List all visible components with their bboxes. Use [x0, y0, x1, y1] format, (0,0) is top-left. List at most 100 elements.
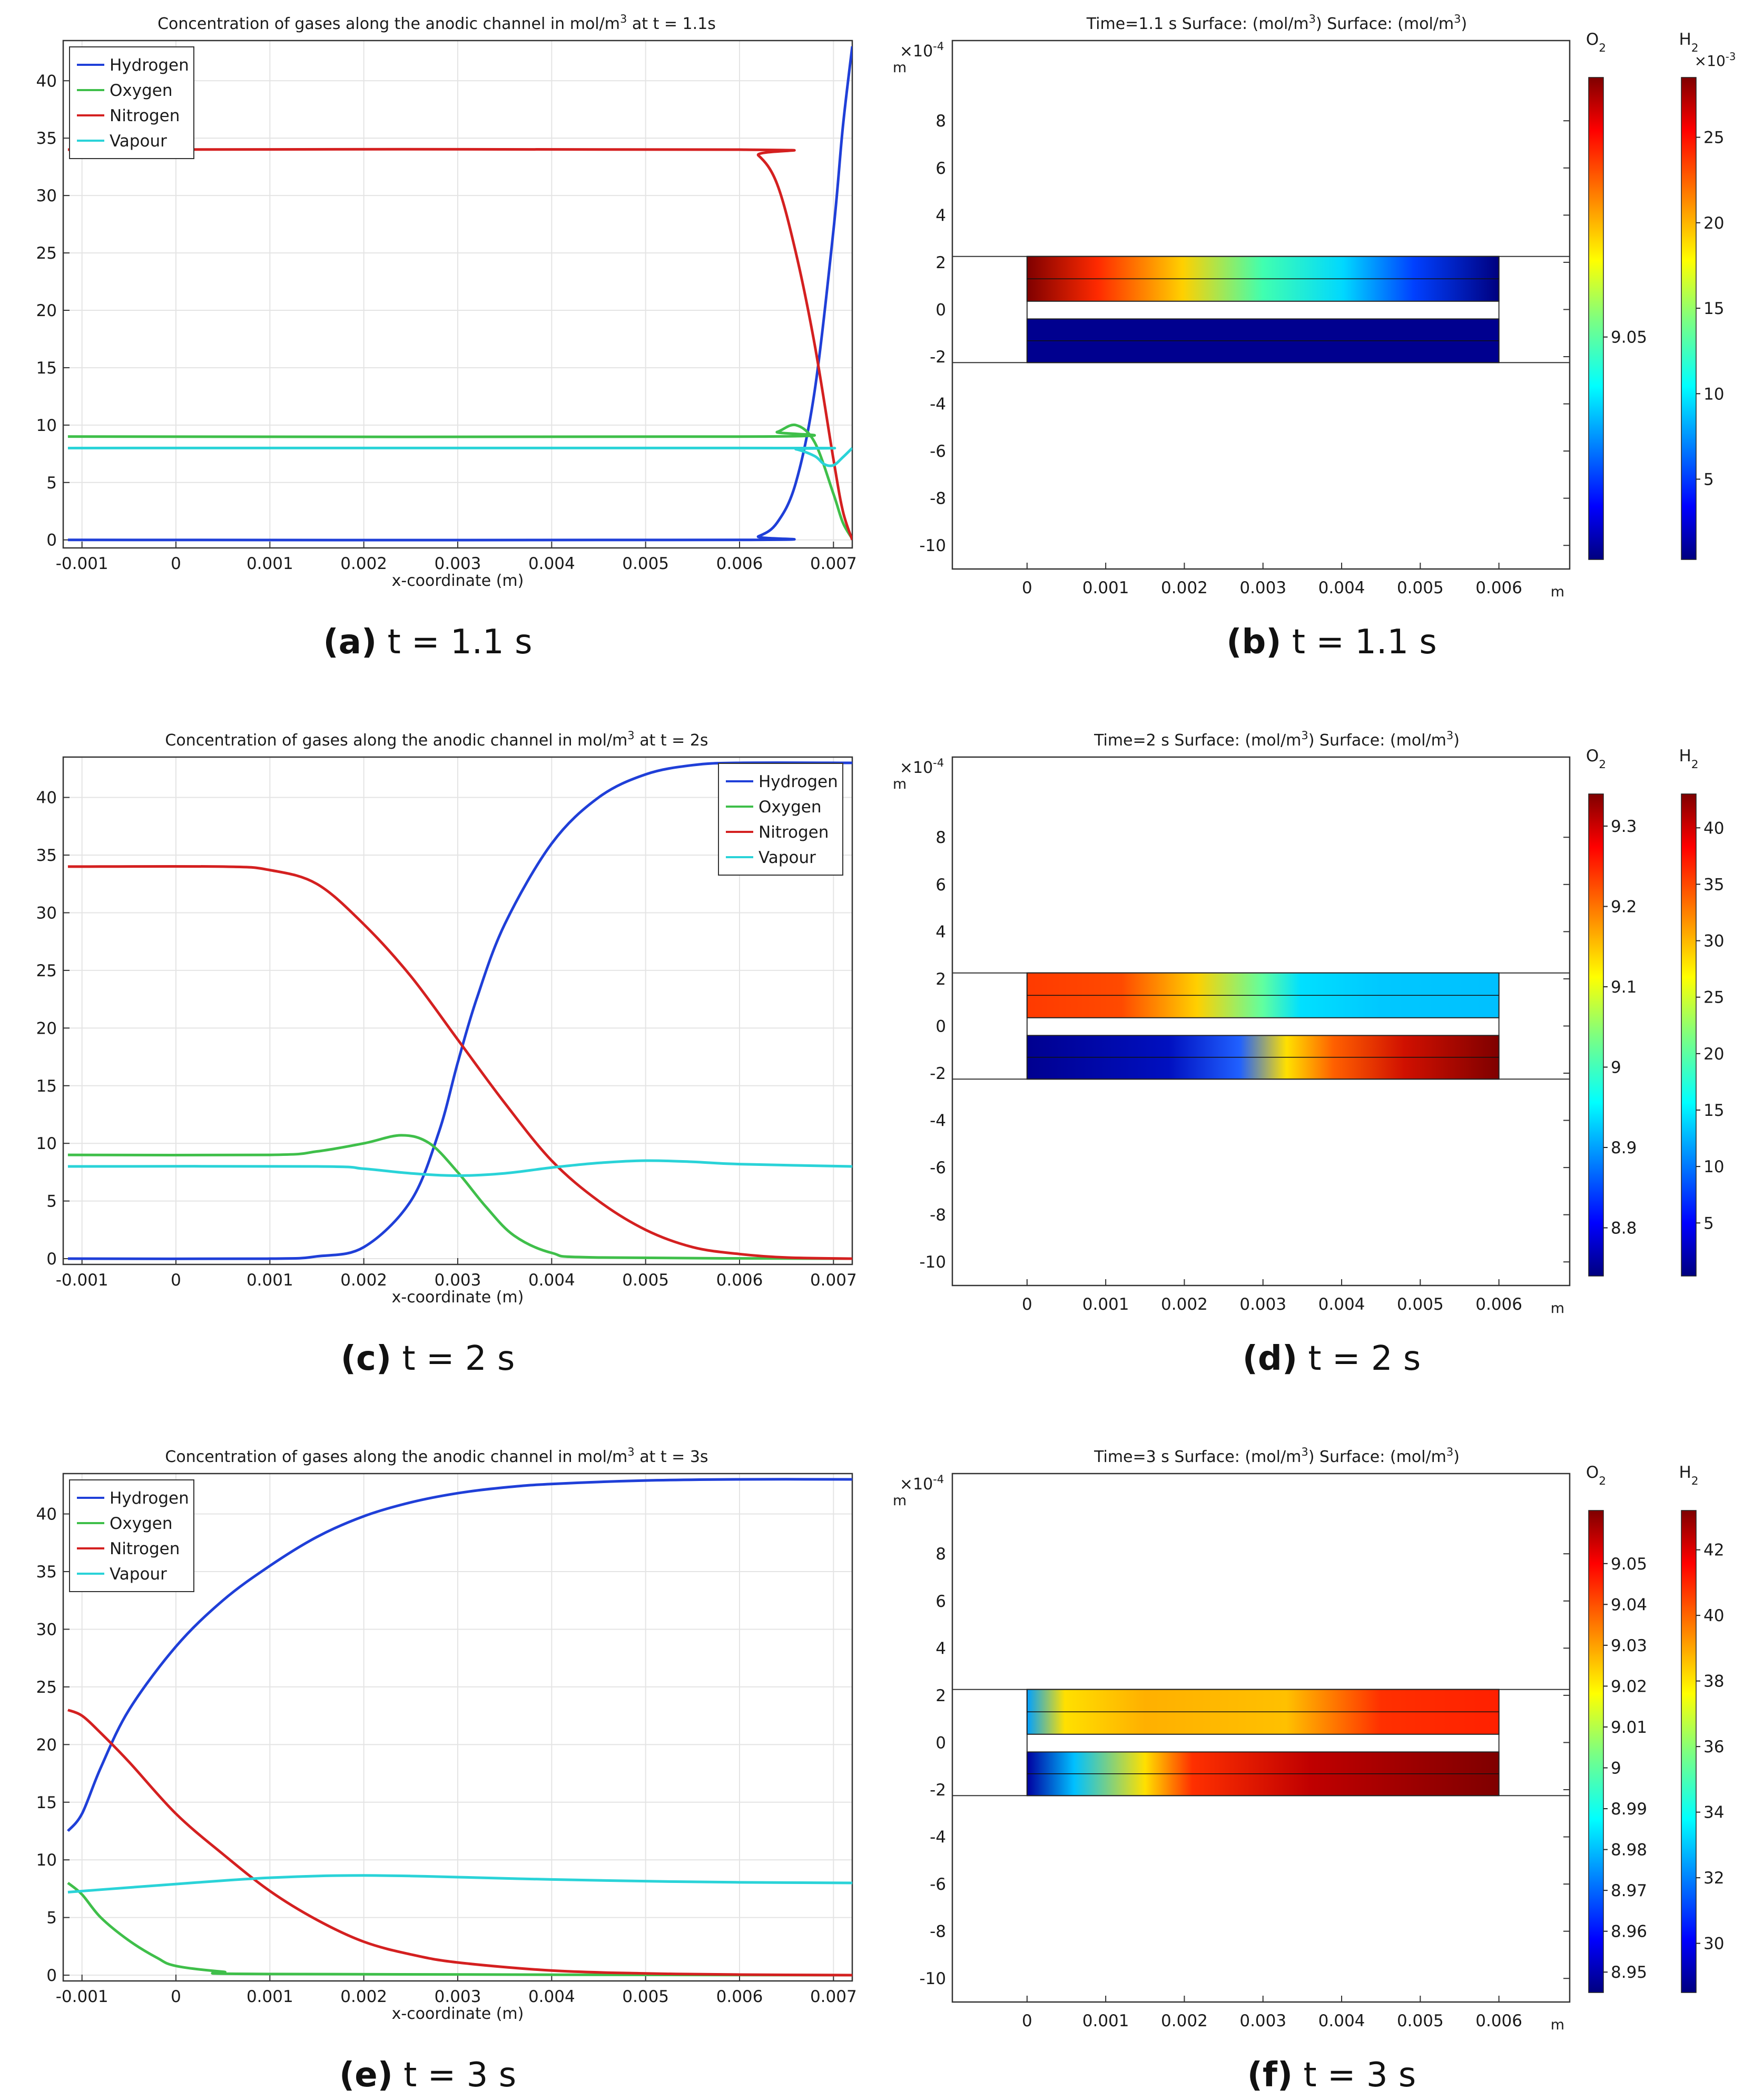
map-title-part: 3 — [1301, 1446, 1308, 1458]
caption-letter: (d) — [1243, 1339, 1297, 1378]
y-tick-label: -2 — [930, 1781, 946, 1800]
y-tick-label: 15 — [36, 359, 57, 378]
colorbar-title: O2 — [1586, 30, 1606, 55]
y-tick-label: 6 — [935, 159, 946, 178]
colorbar-h2: H2 30 32 34 36 38 40 42 — [1679, 1463, 1724, 1993]
chart-title: Concentration of gases along the anodic … — [165, 1446, 708, 1466]
x-tick-label: 0.006 — [1475, 1295, 1522, 1314]
map-title-part: 3 — [1446, 1446, 1453, 1458]
x-tick-label: 0.002 — [1161, 1295, 1208, 1314]
colorbar-scale-label-part: -3 — [1726, 51, 1736, 63]
colorbar-tick-label: 9.2 — [1611, 898, 1637, 917]
legend-label: Hydrogen — [110, 56, 189, 75]
map-title-part: ) — [1461, 15, 1468, 33]
map-title-part: 3 — [1309, 13, 1316, 25]
colorbar-o2: O2 8.8 8.9 9 9.1 9.2 9.3 — [1586, 747, 1637, 1277]
x-tick-label: 0.002 — [340, 1987, 387, 2006]
panel-caption: (d) t = 2 s — [1243, 1339, 1421, 1378]
y-unit-label: m — [893, 776, 907, 792]
colorbar-tick-label: 35 — [1703, 875, 1724, 894]
y-tick-label: 30 — [36, 187, 57, 205]
y-tick-label: 0 — [46, 531, 57, 550]
y-tick-label: 8 — [935, 828, 946, 847]
chart-title-part: 3 — [620, 13, 627, 25]
y-tick-label: -8 — [930, 489, 946, 508]
chart-title-part: at t = 2s — [635, 731, 708, 750]
colorbar-tick-label: 8.98 — [1611, 1841, 1647, 1860]
legend-label: Hydrogen — [759, 772, 838, 791]
y-tick-label: 0 — [935, 300, 946, 319]
y-tick-label: -2 — [930, 348, 946, 367]
colorbar-title: H2 — [1679, 747, 1698, 771]
y-tick-label: 25 — [36, 1678, 57, 1697]
legend: Hydrogen Oxygen Nitrogen Vapour — [69, 46, 194, 159]
panel-a: -0.001 0 0.001 0.002 0.003 0.004 0.005 0.006 0.0… — [36, 13, 857, 662]
x-tick-label: 0.003 — [435, 1271, 481, 1290]
legend-label: Nitrogen — [110, 1539, 180, 1558]
panel-b: 0 0.001 0.002 0.003 0.004 0.005 0.006 m -10 -8 -6 -… — [893, 13, 1736, 662]
x-axis-label: x-coordinate (m) — [392, 1288, 524, 1307]
y-scale-label: ×10-4 — [900, 757, 944, 777]
panel-caption: (b) t = 1.1 s — [1226, 623, 1437, 662]
colorbar-tick-label: 9 — [1611, 1058, 1621, 1077]
y-scale-label-part: ×10 — [900, 1475, 933, 1494]
colorbar-tick-label: 8.97 — [1611, 1881, 1647, 1900]
x-tick-label: 0.006 — [716, 1271, 763, 1290]
x-tick-label: 0.003 — [1239, 1295, 1286, 1314]
y-tick-label: 0 — [935, 1733, 946, 1752]
y-tick-label: -4 — [930, 1828, 946, 1847]
y-tick-label: 5 — [46, 1909, 57, 1928]
x-unit-label: m — [1551, 584, 1564, 600]
y-tick-label: 25 — [36, 961, 57, 980]
caption-text: t = 2 s — [391, 1339, 515, 1378]
y-tick-label: 20 — [36, 1019, 57, 1038]
colorbar-tick-label: 36 — [1703, 1738, 1724, 1756]
y-unit-label: m — [893, 1493, 907, 1509]
y-tick-label: -8 — [930, 1206, 946, 1225]
colorbar-title-part: 2 — [1599, 1475, 1606, 1488]
y-tick-label: 35 — [36, 129, 57, 148]
colorbar-h2: H2×10-3 5 10 15 20 25 — [1679, 30, 1736, 560]
legend-label: Nitrogen — [110, 106, 180, 125]
y-tick-label: 15 — [36, 1793, 57, 1812]
colorbar-tick-label: 5 — [1703, 470, 1714, 489]
chart-title-part: Concentration of gases along the anodic … — [165, 731, 627, 750]
colorbar-title-part: O — [1586, 747, 1599, 766]
x-tick-label: 0.007 — [810, 1987, 857, 2006]
series-line-nitrogen — [67, 148, 852, 541]
colorbar-tick-label: 9.04 — [1611, 1595, 1647, 1614]
x-tick-label: 0.004 — [1318, 578, 1365, 597]
map-title: Time=3 s Surface: (mol/m3) Surface: (mol… — [1094, 1446, 1460, 1466]
y-tick-label: 35 — [36, 1563, 57, 1582]
y-tick-label: 4 — [935, 923, 946, 941]
chart-title-part: Concentration of gases along the anodic … — [165, 1448, 627, 1466]
y-tick-label: 15 — [36, 1077, 57, 1096]
series-line-hydrogen — [66, 1478, 852, 1832]
x-tick-label: 0.002 — [1161, 2011, 1208, 2030]
y-scale-label-part: -4 — [933, 40, 944, 53]
colorbar-o2: O2 8.95 8.96 8.97 8.98 8.99 9 9.01 9.02 9.03 9.04 9… — [1586, 1463, 1647, 1993]
series-line-hydrogen — [67, 46, 852, 542]
y-tick-label: 40 — [36, 72, 57, 91]
series-line-nitrogen — [67, 865, 852, 1260]
x-tick-label: 0 — [171, 1987, 181, 2006]
map-title-part: 3 — [1301, 729, 1308, 742]
y-tick-label: 35 — [36, 846, 57, 865]
y-tick-label: 30 — [36, 1620, 57, 1639]
chart-title-part: at t = 3s — [635, 1448, 708, 1466]
map-title-part: ) — [1453, 731, 1460, 750]
colorbar-title-part: 2 — [1599, 758, 1606, 771]
y-tick-label: -6 — [930, 442, 946, 461]
colorbar-scale — [1588, 1510, 1604, 1993]
x-tick-label: 0.001 — [1082, 2011, 1129, 2030]
x-tick-label: 0.003 — [1239, 578, 1286, 597]
colorbar-tick-label: 40 — [1703, 1606, 1724, 1625]
y-tick-label: 40 — [36, 789, 57, 808]
colorbar-tick-label: 8.8 — [1611, 1219, 1637, 1238]
colorbar-title-part: H — [1679, 1463, 1691, 1482]
y-tick-label: -4 — [930, 1112, 946, 1131]
y-scale-label: ×10-4 — [900, 40, 944, 61]
series-line-oxygen — [67, 1134, 852, 1260]
x-tick-label: -0.001 — [56, 1271, 109, 1290]
